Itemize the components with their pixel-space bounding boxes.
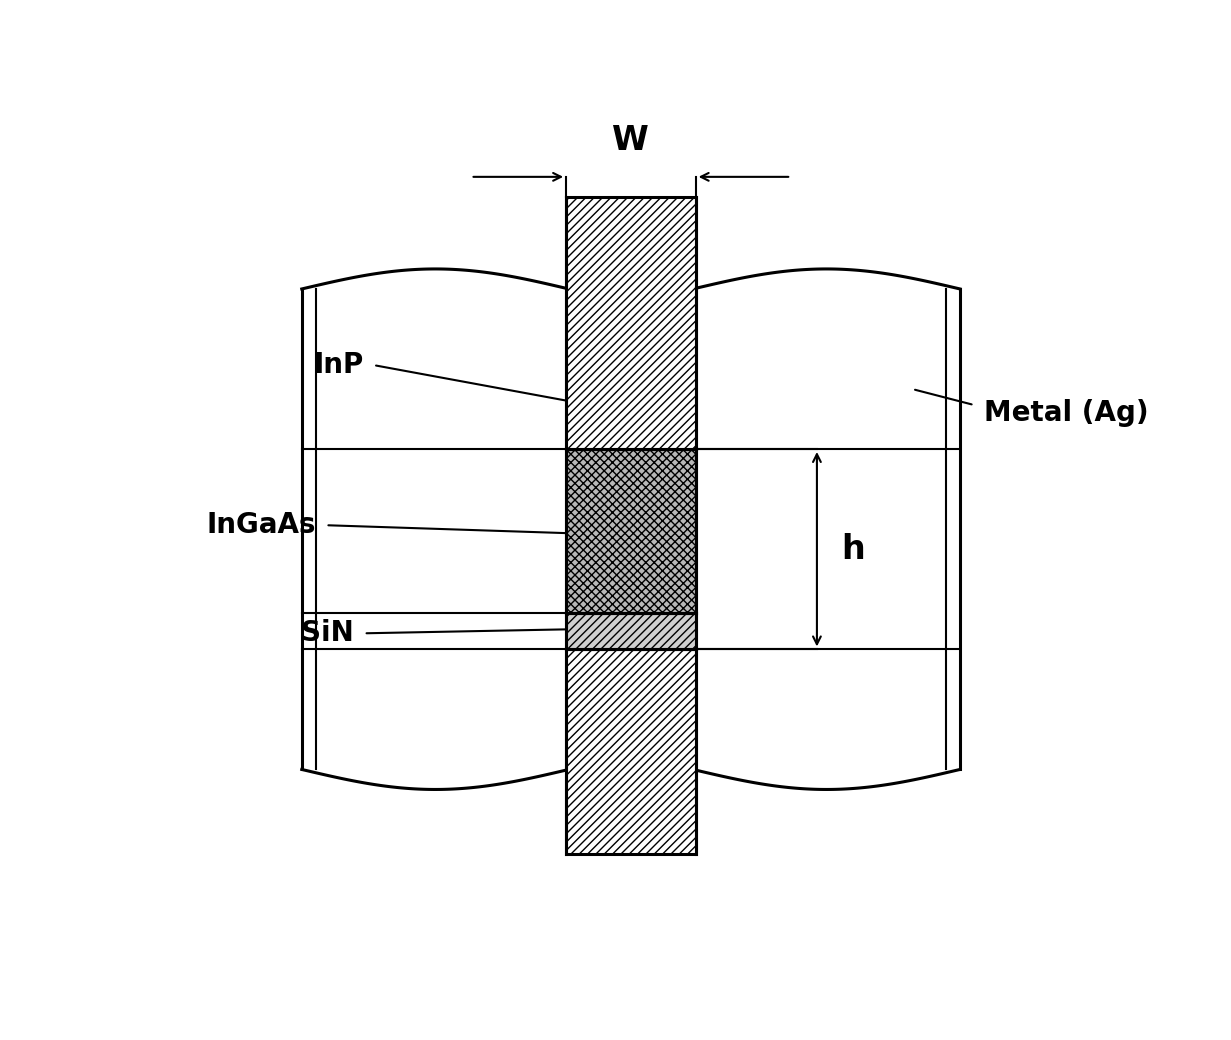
Text: InP: InP bbox=[314, 352, 364, 379]
Text: Metal (Ag): Metal (Ag) bbox=[984, 399, 1149, 427]
Text: InGaAs: InGaAs bbox=[207, 512, 316, 539]
Bar bbox=[566, 649, 696, 854]
Text: W: W bbox=[613, 124, 649, 157]
Bar bbox=[566, 449, 696, 614]
Bar bbox=[566, 614, 696, 649]
Text: h: h bbox=[841, 532, 864, 566]
Bar bbox=[566, 197, 696, 449]
Text: SiN: SiN bbox=[302, 619, 355, 647]
